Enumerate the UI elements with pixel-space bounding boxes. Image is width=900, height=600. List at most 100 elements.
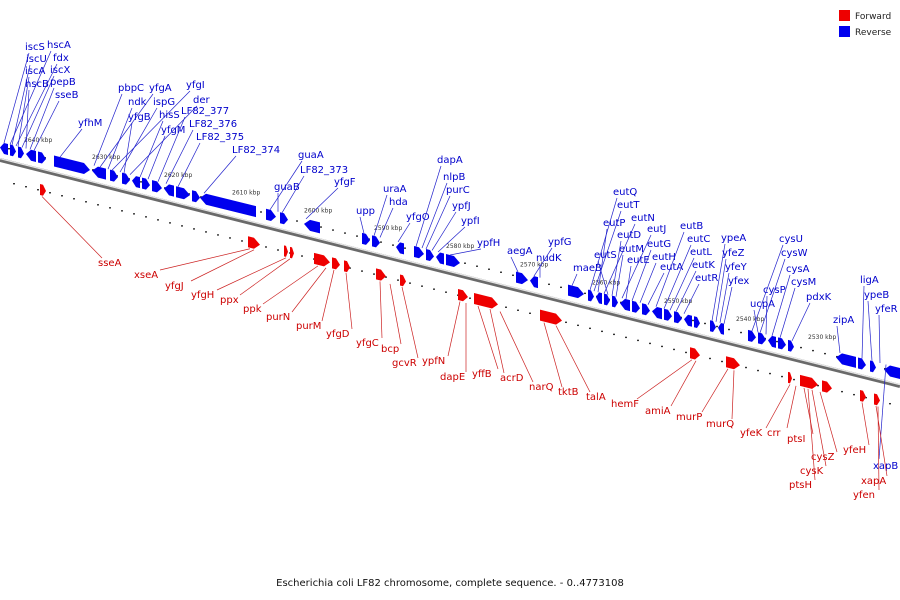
- tick-dash: [601, 330, 603, 333]
- reverse-gene-feature: [280, 212, 288, 225]
- gene-label-connector: [533, 247, 553, 277]
- gene-label-ypfg: ypfG: [548, 237, 572, 248]
- tick-dash: [704, 322, 706, 325]
- gene-label-yfeh: yfeH: [843, 445, 866, 456]
- gene-label-connector: [597, 260, 609, 295]
- reverse-gene-feature: [588, 289, 594, 302]
- gene-label-connector: [291, 267, 327, 313]
- gene-label-connector: [359, 216, 365, 234]
- gene-label-connector: [421, 182, 448, 249]
- gene-label-connector: [765, 295, 768, 335]
- reverse-gene-feature: [664, 308, 672, 321]
- tick-dash: [49, 192, 51, 194]
- gene-label-connector: [811, 389, 827, 467]
- gene-label-connector: [477, 305, 499, 370]
- gene-label-connector: [543, 322, 563, 388]
- reverse-gene-feature: [778, 337, 786, 350]
- scale-tick-label: 2640 kbp: [24, 137, 52, 144]
- reverse-gene-feature: [446, 253, 460, 267]
- reverse-gene-feature: [142, 177, 150, 190]
- gene-label-eutk: eutK: [692, 260, 715, 271]
- tick-dash: [397, 279, 399, 281]
- gene-label-connector: [190, 249, 255, 282]
- gene-label-yfek: yfeK: [740, 428, 763, 439]
- reverse-gene-feature: [568, 284, 584, 299]
- tick-dash: [205, 231, 207, 233]
- reverse-gene-feature: [612, 295, 618, 308]
- chromosome-track: [0, 157, 900, 388]
- gene-label-connector: [17, 76, 30, 147]
- gene-label-connector: [425, 195, 451, 250]
- tick-dash: [265, 246, 267, 248]
- gene-label-connector: [615, 254, 624, 297]
- tick-dash: [109, 207, 111, 209]
- tick-dash: [673, 348, 675, 351]
- tick-dash: [92, 169, 94, 171]
- forward-features: [40, 184, 880, 406]
- reverse-gene-feature: [18, 146, 24, 159]
- gene-label-connector: [636, 359, 693, 400]
- gene-label-isca: iscA: [25, 66, 45, 77]
- gene-label-hscb: hscB: [25, 79, 49, 90]
- gene-label-tala: talA: [586, 392, 606, 403]
- gene-label-eutn: eutN: [631, 213, 655, 224]
- gene-label-yfgb: yfgB: [128, 112, 151, 123]
- tick-dash: [349, 267, 351, 269]
- gene-label-connector: [731, 370, 735, 420]
- tick-dash: [709, 357, 711, 360]
- gene-label-connector: [611, 240, 622, 296]
- gene-label-ypeb: ypeB: [864, 290, 889, 301]
- gene-label-connector: [779, 287, 796, 338]
- gene-label-gcvr: gcvR: [392, 358, 417, 369]
- forward-gene-feature: [284, 245, 288, 257]
- gene-label-connector: [379, 281, 383, 339]
- gene-label-eutg: eutG: [647, 239, 671, 250]
- gene-label-zipa: zipA: [833, 315, 854, 326]
- scale-tick-label: 2560 kbp: [592, 280, 620, 287]
- gene-label-connector: [305, 187, 339, 220]
- tick-dash: [685, 351, 687, 354]
- gene-label-yfen: yfen: [853, 490, 875, 501]
- reverse-features: [0, 142, 900, 379]
- gene-label-connector: [711, 243, 726, 321]
- gene-label-xapa: xapA: [861, 476, 886, 487]
- gene-label-yfgf: yfgF: [334, 177, 356, 188]
- gene-label-ptsi: ptsI: [787, 434, 805, 445]
- gene-label-connector: [861, 285, 865, 359]
- gene-label-connector: [216, 257, 287, 291]
- gene-label-lf82-376: LF82_376: [189, 119, 237, 130]
- reverse-gene-feature: [414, 245, 424, 259]
- tick-dash: [517, 309, 519, 311]
- scale-tick-label: 2630 kbp: [92, 154, 120, 161]
- chromosome-line: [0, 158, 900, 388]
- gene-label-connector: [281, 175, 305, 213]
- legend-swatch-forward: [839, 10, 850, 21]
- tick-dash: [241, 240, 243, 242]
- gene-label-yfgi: yfgI: [186, 80, 205, 91]
- gene-label-nudk: nudK: [536, 253, 562, 264]
- gene-label-connector: [753, 309, 759, 333]
- reverse-gene-feature: [516, 271, 528, 285]
- reverse-gene-feature: [758, 332, 766, 345]
- tick-dash: [812, 349, 814, 352]
- legend-label-reverse: Reverse: [855, 28, 892, 38]
- gene-label-ptsh: ptsH: [789, 480, 812, 491]
- gene-label-connector: [719, 272, 730, 323]
- tick-dash: [500, 271, 502, 273]
- reverse-gene-feature: [530, 276, 538, 289]
- reverse-gene-feature: [604, 293, 610, 306]
- gene-label-connector: [878, 314, 881, 363]
- reverse-gene-feature: [132, 176, 140, 189]
- reverse-gene-feature: [620, 298, 630, 312]
- forward-gene-feature: [314, 252, 330, 267]
- gene-label-eute: eutE: [627, 255, 650, 266]
- gene-label-connector: [269, 160, 303, 210]
- gene-label-eutr: eutR: [695, 273, 718, 284]
- reverse-gene-feature: [200, 193, 256, 218]
- gene-label-connector: [489, 308, 505, 374]
- scale-tick-label: 2570 kbp: [520, 262, 548, 269]
- tick-dash: [769, 372, 771, 375]
- tick-dash: [824, 352, 826, 355]
- gene-label-yffb: yffB: [472, 369, 492, 380]
- gene-label-aega: aegA: [507, 246, 533, 257]
